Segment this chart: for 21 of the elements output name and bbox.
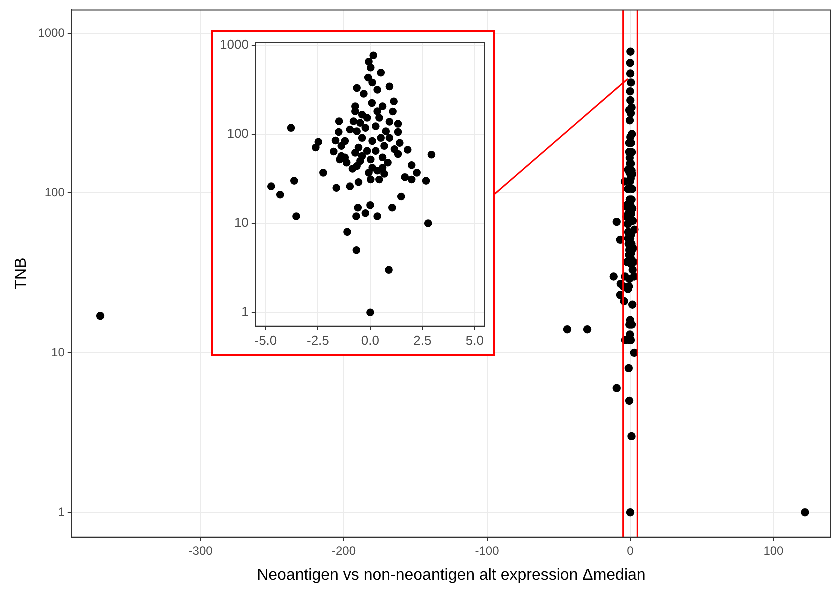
x-tick-label: -2.5 [307,332,330,348]
y-tick-label: 1 [58,504,66,519]
x-tick-label: 0.0 [361,332,380,348]
y-tick-label: 100 [227,126,249,142]
x-tick-label: -200 [332,544,356,558]
x-tick-label: -100 [475,544,500,558]
x-tick-label: -300 [188,544,214,558]
y-tick-label: 1000 [38,26,66,40]
y-axis-title: TNB [13,258,30,290]
x-axis-title: Neoantigen vs non-neoantigen alt expression Δmedian [257,566,646,584]
y-tick-label: 100 [44,186,66,200]
x-tick-label: 2.5 [414,332,432,348]
zoom-frame: -5.0 -2.5 0.0 2.5 5.0 1 10 100 1000 [211,30,495,356]
y-tick-label: 1 [242,304,249,320]
x-tick-label: 5.0 [466,332,484,348]
y-tick-label: 10 [234,215,249,230]
x-tick-label: 100 [764,544,784,558]
y-tick-label: 1000 [220,36,249,52]
x-tick-label: -5.0 [254,332,278,348]
y-tick-label: 10 [52,345,66,360]
x-tick-label: 0 [627,544,634,558]
